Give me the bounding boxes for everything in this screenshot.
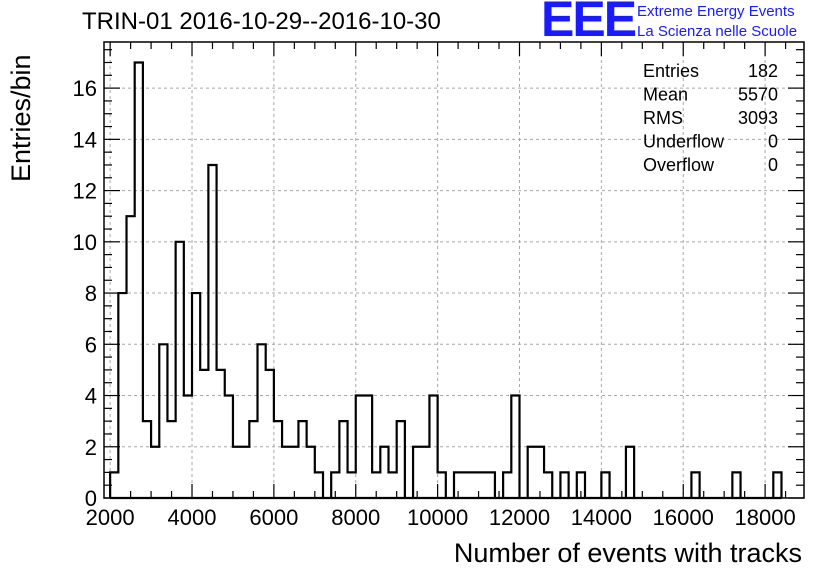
y-tick-label: 16 [73,76,97,101]
chart-title: TRIN-01 2016-10-29--2016-10-30 [82,8,441,35]
x-tick-label: 18000 [735,505,796,530]
y-tick-label: 14 [73,127,97,152]
y-tick-label: 4 [85,384,97,409]
stats-value: 0 [768,155,778,175]
y-tick-label: 8 [85,281,97,306]
y-axis-title: Entries/bin [6,54,36,182]
logo-line-2: La Scienza nelle Scuole [637,23,798,40]
stats-label: Overflow [643,155,715,175]
y-tick-label: 10 [73,230,97,255]
x-tick-label: 6000 [249,505,298,530]
stats-label: Entries [643,61,699,81]
x-tick-label: 8000 [331,505,380,530]
x-tick-label: 12000 [489,505,550,530]
stats-box: Entries 182 Mean 5570 RMS 3093 Underflow 0 Overf… [643,61,778,175]
stats-value: 3093 [738,108,778,128]
stats-label: RMS [643,108,683,128]
stats-label: Mean [643,85,688,105]
x-tick-label: 16000 [653,505,714,530]
y-tick-label: 2 [85,435,97,460]
eee-logo: EEE Extreme Energy Events La Scienza nel… [541,0,831,46]
y-tick-label: 12 [73,179,97,204]
stats-value: 5570 [738,85,778,105]
x-tick-label: 4000 [168,505,217,530]
x-tick-label: 14000 [571,505,632,530]
x-tick-labels: 2000 4000 6000 8000 10000 12000 14000 16000 1800… [86,505,796,530]
y-tick-label: 6 [85,332,97,357]
stats-label: Underflow [643,132,725,152]
stats-value: 182 [748,61,778,81]
axis-ticks [104,42,804,499]
y-tick-label: 0 [85,486,97,511]
x-tick-label: 10000 [407,505,468,530]
plot-frame [103,41,805,499]
logo-line-1: Extreme Energy Events [637,3,795,20]
x-axis-title: Number of events with tracks [454,538,802,568]
stats-value: 0 [768,132,778,152]
x-tick-label: 2000 [86,505,135,530]
histogram-outline [109,61,783,500]
y-tick-labels: 0 2 4 6 8 10 12 14 16 [73,76,97,511]
eee-logo-mark: EEE [541,0,637,47]
